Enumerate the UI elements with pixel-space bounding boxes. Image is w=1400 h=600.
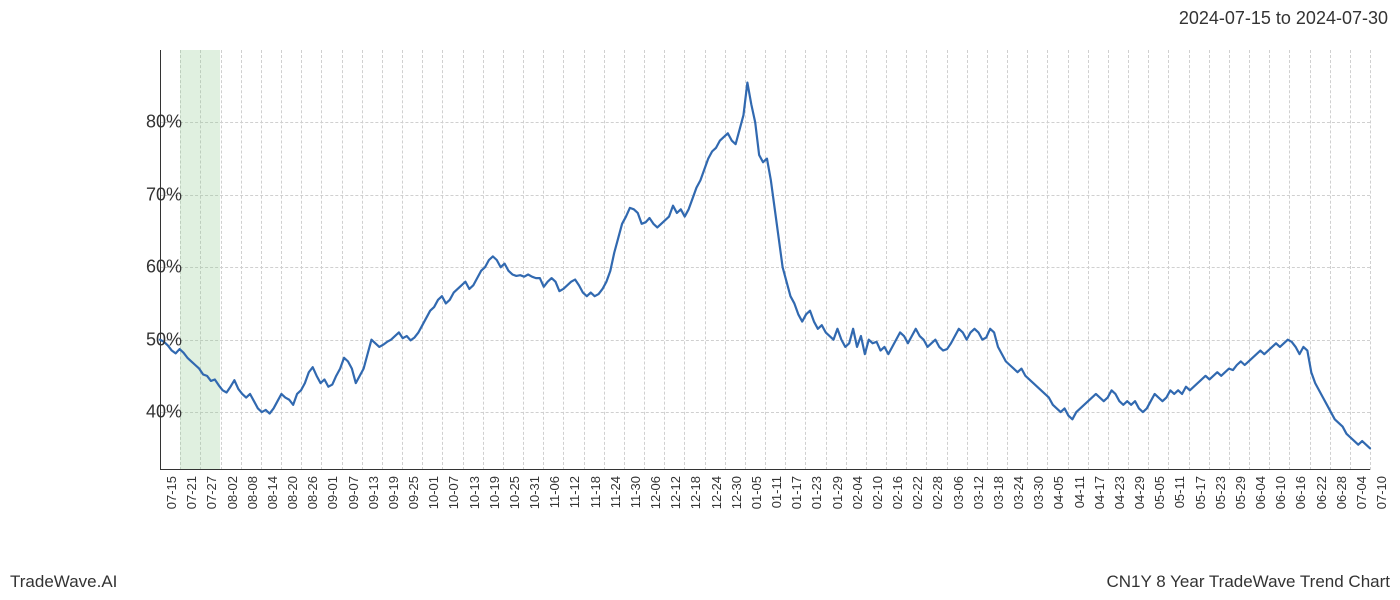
trend-chart (160, 50, 1370, 470)
y-tick-label: 50% (146, 329, 182, 350)
x-tick-label: 08-08 (245, 476, 260, 509)
x-tick-label: 10-01 (426, 476, 441, 509)
x-tick-label: 03-12 (971, 476, 986, 509)
x-tick-label: 08-20 (285, 476, 300, 509)
x-tick-label: 11-06 (547, 476, 562, 508)
x-tick-label: 03-18 (991, 476, 1006, 509)
x-tick-label: 03-24 (1011, 476, 1026, 509)
x-tick-label: 01-17 (789, 476, 804, 509)
x-tick-label: 07-27 (204, 476, 219, 509)
y-tick-label: 60% (146, 257, 182, 278)
x-tick-label: 05-23 (1213, 476, 1228, 509)
x-tick-label: 09-07 (346, 476, 361, 509)
x-tick-label: 01-11 (769, 476, 784, 508)
x-tick-label: 12-30 (729, 476, 744, 509)
x-tick-label: 06-16 (1293, 476, 1308, 509)
x-tick-label: 02-22 (910, 476, 925, 509)
x-tick-label: 08-02 (225, 476, 240, 509)
x-tick-label: 10-07 (446, 476, 461, 509)
x-tick-label: 11-30 (628, 476, 643, 508)
x-tick-label: 07-21 (184, 476, 199, 509)
x-tick-label: 09-19 (386, 476, 401, 509)
x-tick-label: 10-31 (527, 476, 542, 509)
x-tick-label: 12-18 (688, 476, 703, 509)
x-tick-label: 05-17 (1193, 476, 1208, 509)
brand-label: TradeWave.AI (10, 572, 117, 592)
x-tick-label: 02-16 (890, 476, 905, 509)
x-tick-label: 04-17 (1092, 476, 1107, 509)
x-tick-label: 07-10 (1374, 476, 1389, 509)
x-tick-label: 01-29 (830, 476, 845, 509)
x-tick-label: 11-18 (588, 476, 603, 508)
x-tick-label: 04-11 (1072, 476, 1087, 508)
x-tick-label: 01-23 (809, 476, 824, 509)
x-tick-label: 12-24 (709, 476, 724, 509)
x-tick-label: 01-05 (749, 476, 764, 509)
x-tick-label: 05-11 (1172, 476, 1187, 508)
x-tick-label: 11-24 (608, 476, 623, 508)
x-tick-label: 02-10 (870, 476, 885, 509)
x-tick-label: 05-29 (1233, 476, 1248, 509)
x-tick-label: 02-28 (930, 476, 945, 509)
chart-title: CN1Y 8 Year TradeWave Trend Chart (1107, 572, 1391, 592)
x-tick-label: 07-04 (1354, 476, 1369, 509)
x-tick-label: 10-19 (487, 476, 502, 509)
x-tick-label: 09-13 (366, 476, 381, 509)
y-tick-label: 40% (146, 402, 182, 423)
x-tick-label: 09-25 (406, 476, 421, 509)
x-tick-label: 06-22 (1314, 476, 1329, 509)
x-tick-label: 10-13 (467, 476, 482, 509)
x-tick-label: 06-10 (1273, 476, 1288, 509)
x-tick-label: 11-12 (567, 476, 582, 508)
x-tick-label: 02-04 (850, 476, 865, 509)
x-tick-label: 05-05 (1152, 476, 1167, 509)
x-tick-label: 06-28 (1334, 476, 1349, 509)
x-tick-label: 09-01 (325, 476, 340, 509)
y-tick-label: 70% (146, 184, 182, 205)
x-tick-label: 12-12 (668, 476, 683, 509)
x-tick-label: 04-23 (1112, 476, 1127, 509)
line-series-svg (160, 50, 1370, 470)
x-tick-label: 04-05 (1051, 476, 1066, 509)
x-tick-label: 07-15 (164, 476, 179, 509)
x-tick-label: 08-14 (265, 476, 280, 509)
date-range-label: 2024-07-15 to 2024-07-30 (1179, 8, 1388, 29)
x-tick-label: 06-04 (1253, 476, 1268, 509)
x-tick-label: 08-26 (305, 476, 320, 509)
x-tick-label: 12-06 (648, 476, 663, 509)
v-gridline (1370, 50, 1371, 470)
x-tick-label: 03-06 (951, 476, 966, 509)
x-tick-label: 03-30 (1031, 476, 1046, 509)
y-tick-label: 80% (146, 112, 182, 133)
x-tick-label: 04-29 (1132, 476, 1147, 509)
x-tick-label: 10-25 (507, 476, 522, 509)
